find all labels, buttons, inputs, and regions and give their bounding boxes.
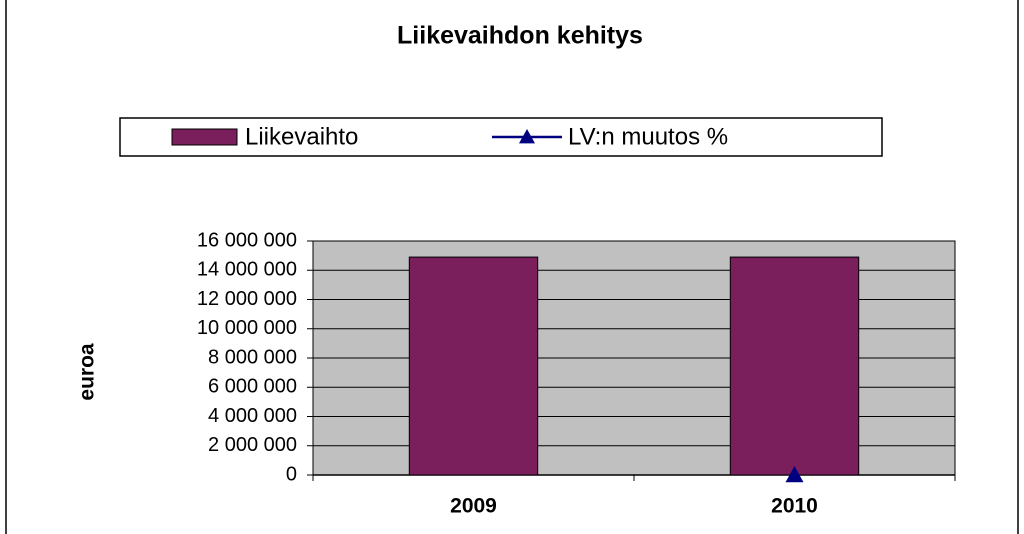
legend-label: Liikevaihto	[245, 123, 358, 150]
bar	[729, 256, 860, 476]
y-tick-label: 8 000 000	[208, 346, 297, 368]
y-tick-label: 10 000 000	[197, 317, 297, 339]
y-tick-label: 12 000 000	[197, 288, 297, 310]
x-tick-label: 2010	[771, 495, 818, 518]
marker	[785, 466, 804, 483]
legend-swatch	[171, 128, 238, 146]
y-tick-label: 14 000 000	[197, 259, 297, 281]
y-tick-label: 0	[286, 463, 297, 485]
y-tick-label: 6 000 000	[208, 376, 297, 398]
chart-title: Liikevaihdon kehitys	[397, 22, 643, 50]
legend-label: LV:n muutos %	[568, 123, 728, 150]
y-tick-label: 2 000 000	[208, 434, 297, 456]
y-axis-label: euroa	[76, 343, 99, 401]
x-tick-label: 2009	[450, 495, 497, 518]
y-tick-label: 16 000 000	[197, 229, 297, 251]
bar	[408, 256, 539, 476]
y-tick-label: 4 000 000	[208, 405, 297, 427]
legend-marker	[519, 129, 535, 144]
